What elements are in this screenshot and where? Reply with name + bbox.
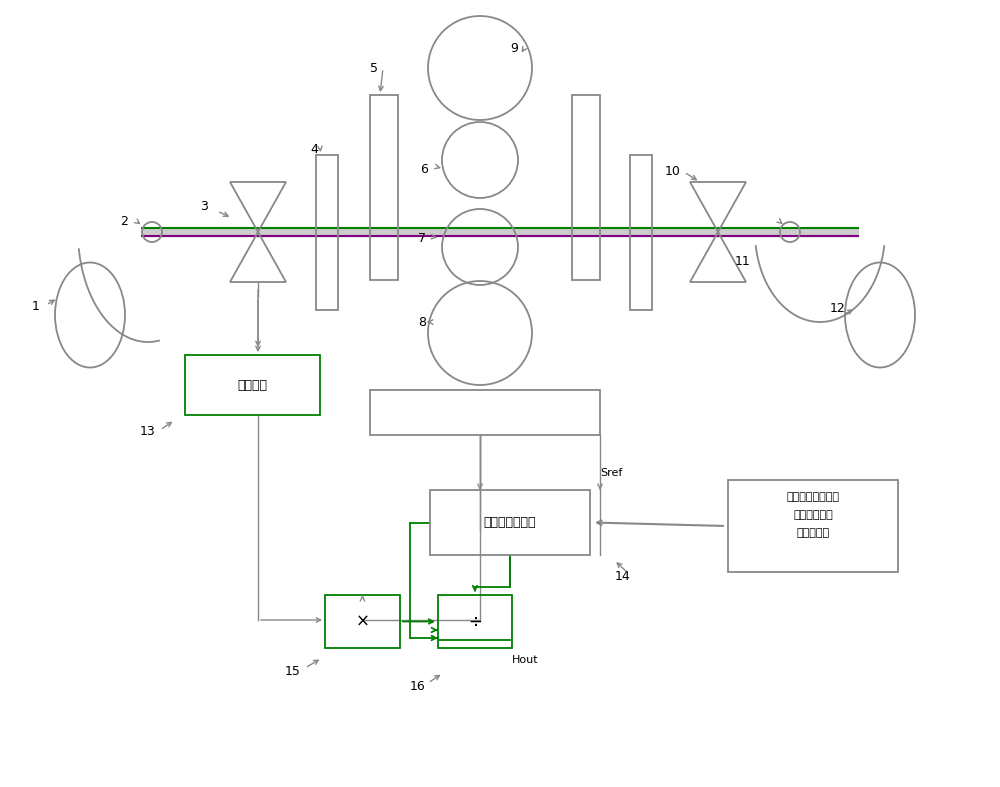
- Text: 4: 4: [310, 143, 318, 156]
- Text: ÷: ÷: [468, 612, 482, 630]
- Text: 5: 5: [370, 62, 378, 75]
- Text: 12: 12: [830, 302, 846, 315]
- Text: ×: ×: [356, 612, 369, 630]
- Text: Sref: Sref: [600, 468, 622, 478]
- Bar: [370, 390, 600, 435]
- Text: 14: 14: [615, 570, 631, 583]
- Text: 先进秒流量算法: 先进秒流量算法: [484, 516, 536, 529]
- Bar: [325, 595, 400, 648]
- Bar: [370, 95, 398, 280]
- Text: 延时模块: 延时模块: [238, 379, 268, 391]
- Text: 辊缝实际值: 辊缝实际值: [796, 528, 830, 538]
- Text: 出口带钢参考厚度: 出口带钢参考厚度: [786, 492, 840, 502]
- Text: 8: 8: [418, 316, 426, 329]
- Text: 2: 2: [120, 215, 128, 228]
- Bar: [438, 595, 512, 648]
- Text: 11: 11: [735, 255, 751, 268]
- Text: 10: 10: [665, 165, 681, 178]
- Text: 1: 1: [32, 300, 40, 313]
- Text: Hout: Hout: [512, 655, 539, 665]
- Text: 6: 6: [420, 163, 428, 176]
- Bar: [572, 95, 600, 280]
- Bar: [316, 155, 338, 310]
- Text: 13: 13: [140, 425, 156, 438]
- Text: 3: 3: [200, 200, 208, 213]
- Text: 16: 16: [410, 680, 426, 693]
- Bar: [185, 355, 320, 415]
- Text: 9: 9: [510, 42, 518, 55]
- Text: 15: 15: [285, 665, 301, 678]
- Bar: [728, 480, 898, 572]
- Text: 7: 7: [418, 232, 426, 245]
- Bar: [630, 155, 652, 310]
- Bar: [430, 490, 590, 555]
- Text: 入口带钢厚度: 入口带钢厚度: [793, 510, 833, 520]
